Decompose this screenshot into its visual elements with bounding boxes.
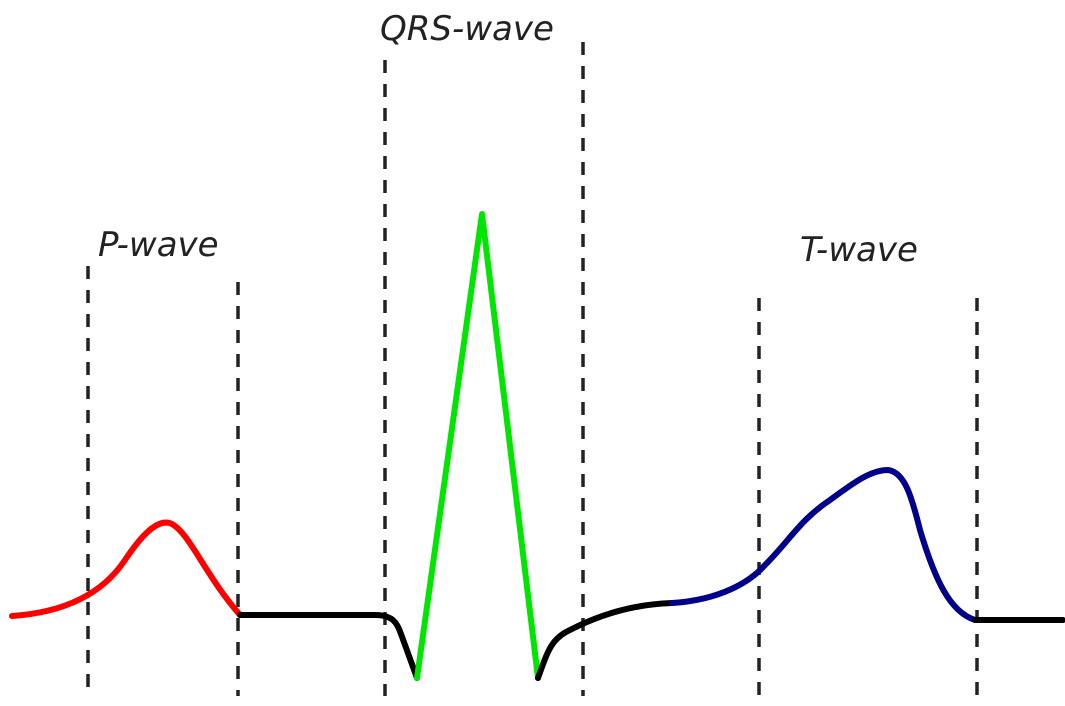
st-baseline-segment [535,600,675,681]
p-wave-label: P-wave [98,225,219,265]
t-wave-segment [669,467,978,623]
qrs-wave-label: QRS-wave [380,9,554,49]
p-wave-segment [9,519,243,619]
t-wave-label: T-wave [800,230,918,270]
pr-baseline-segment [237,612,420,681]
qrs-wave-segment [414,211,541,681]
